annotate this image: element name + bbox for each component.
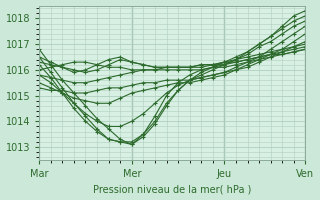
X-axis label: Pression niveau de la mer( hPa ): Pression niveau de la mer( hPa ) xyxy=(93,184,252,194)
